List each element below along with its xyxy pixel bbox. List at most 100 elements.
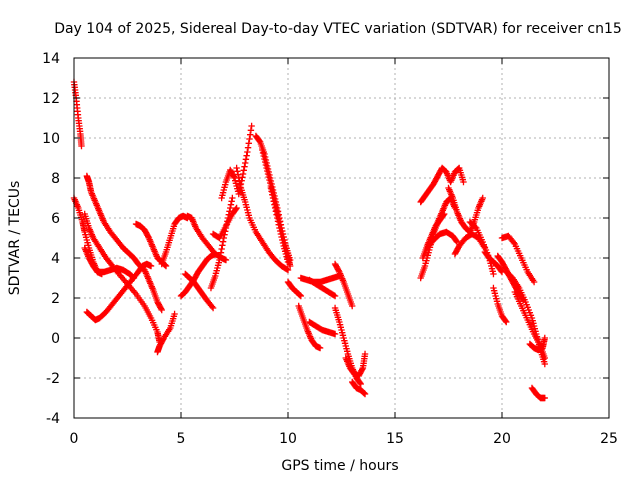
y-tick-labels: -4 -2 0 2 4 6 8 10 12 14 bbox=[42, 51, 60, 427]
x-tick-label: 20 bbox=[493, 431, 511, 447]
data-point bbox=[453, 238, 461, 246]
data-point bbox=[275, 221, 282, 228]
series-s4 bbox=[81, 210, 163, 346]
series-s16 bbox=[233, 164, 292, 274]
data-point bbox=[274, 214, 281, 222]
data-point bbox=[234, 171, 242, 178]
data-point bbox=[246, 131, 254, 138]
data-point bbox=[262, 161, 270, 169]
data-point bbox=[219, 238, 227, 245]
data-point bbox=[503, 318, 510, 326]
series-s33 bbox=[445, 184, 486, 236]
data-point bbox=[229, 194, 236, 202]
series-s12 bbox=[182, 270, 217, 312]
data-point bbox=[279, 239, 287, 247]
data-point bbox=[316, 344, 324, 352]
data-point bbox=[296, 292, 304, 299]
data-point bbox=[261, 158, 269, 166]
data-point bbox=[269, 191, 276, 198]
series-s29 bbox=[417, 164, 467, 206]
data-point bbox=[233, 164, 240, 172]
data-point bbox=[284, 266, 292, 274]
data-point bbox=[234, 168, 241, 175]
data-point bbox=[510, 239, 517, 246]
data-point bbox=[296, 291, 303, 298]
y-tick-label: 14 bbox=[42, 51, 60, 67]
data-point bbox=[361, 350, 369, 358]
y-tick-label: -2 bbox=[46, 371, 60, 387]
data-point bbox=[272, 208, 280, 215]
y-tick-label: -4 bbox=[46, 411, 60, 427]
data-point bbox=[162, 262, 169, 269]
data-point bbox=[349, 302, 356, 310]
data-point bbox=[247, 127, 255, 134]
data-point bbox=[271, 201, 278, 208]
series-s9 bbox=[158, 212, 191, 268]
series-s11 bbox=[177, 250, 219, 300]
data-point bbox=[297, 292, 305, 300]
data-point bbox=[263, 164, 270, 172]
data-point bbox=[239, 170, 247, 178]
data-point bbox=[157, 305, 165, 312]
data-point bbox=[208, 303, 216, 310]
data-point bbox=[209, 304, 217, 312]
data-point bbox=[212, 250, 219, 258]
series-s23 bbox=[295, 302, 324, 352]
x-tick-label: 0 bbox=[70, 431, 79, 447]
y-tick-label: 2 bbox=[51, 291, 60, 307]
series-s13 bbox=[207, 194, 236, 292]
data-point bbox=[271, 204, 279, 212]
y-axis-label: SDTVAR / TECUs bbox=[7, 181, 23, 296]
data-point bbox=[230, 173, 237, 180]
data-point bbox=[268, 188, 275, 195]
data-point bbox=[245, 140, 252, 147]
series-s8 bbox=[154, 310, 178, 356]
data-point bbox=[360, 389, 367, 396]
data-point bbox=[218, 245, 225, 253]
data-point bbox=[267, 184, 275, 192]
data-point bbox=[541, 394, 548, 402]
data-point bbox=[256, 137, 263, 145]
x-axis-label: GPS time / hours bbox=[281, 458, 398, 474]
data-point bbox=[286, 262, 294, 270]
data-point bbox=[158, 306, 165, 314]
x-tick-labels: 0 5 10 15 20 25 bbox=[70, 431, 618, 447]
data-point bbox=[269, 194, 277, 202]
series-s24 bbox=[306, 318, 339, 338]
data-point bbox=[162, 262, 170, 270]
series-s28 bbox=[349, 378, 369, 398]
series-s14 bbox=[218, 122, 255, 202]
data-point bbox=[502, 317, 509, 325]
data-point bbox=[264, 170, 272, 178]
series-s20 bbox=[284, 278, 305, 300]
y-tick-label: 4 bbox=[51, 251, 60, 267]
data-point bbox=[361, 390, 369, 398]
series-s3 bbox=[83, 172, 165, 314]
data-point bbox=[440, 211, 447, 219]
data-point bbox=[239, 174, 246, 181]
data-point bbox=[541, 360, 548, 368]
data-point bbox=[233, 204, 240, 212]
data-point bbox=[276, 224, 283, 232]
data-markers bbox=[70, 78, 548, 402]
series-s15 bbox=[209, 204, 240, 242]
data-point bbox=[241, 163, 248, 170]
series-s43 bbox=[528, 384, 548, 402]
data-point bbox=[283, 266, 291, 273]
data-point bbox=[361, 390, 368, 397]
data-point bbox=[279, 236, 286, 244]
data-point bbox=[246, 135, 253, 143]
series-s6 bbox=[83, 260, 155, 324]
axis-ticks bbox=[73, 57, 610, 419]
data-point bbox=[276, 227, 284, 235]
data-point bbox=[219, 242, 226, 249]
data-point bbox=[335, 267, 342, 274]
data-point bbox=[273, 211, 280, 218]
x-tick-label: 10 bbox=[279, 431, 297, 447]
data-point bbox=[266, 179, 274, 187]
data-point bbox=[235, 174, 242, 182]
series-s41 bbox=[511, 288, 548, 362]
chart-title: Day 104 of 2025, Sidereal Day-to-day VTE… bbox=[54, 21, 622, 37]
data-point bbox=[216, 256, 223, 264]
